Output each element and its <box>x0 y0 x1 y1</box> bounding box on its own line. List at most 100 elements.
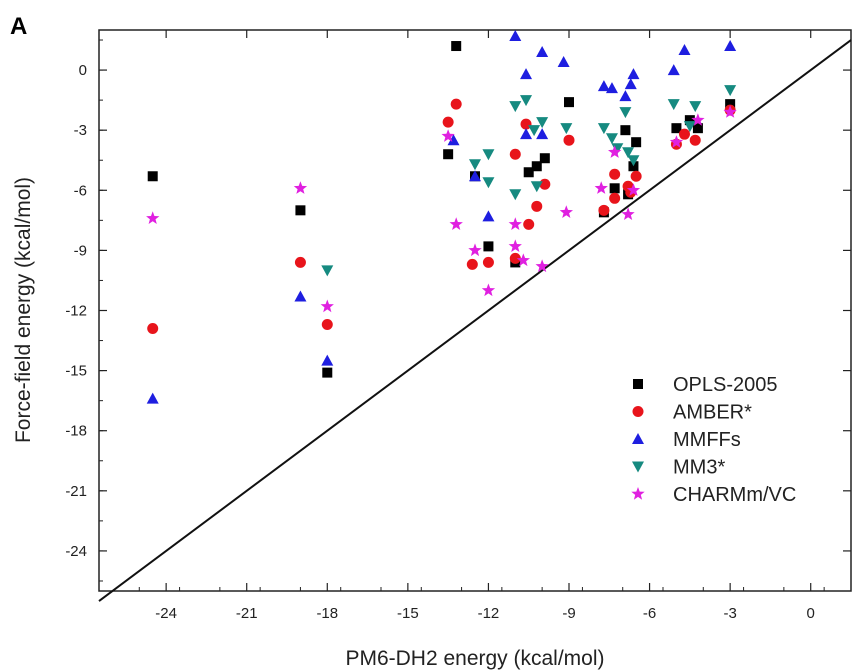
point-mmffs <box>597 80 610 92</box>
legend-label-charmm-vc: CHARMm/VC <box>673 484 796 506</box>
legend-marker-mm3 <box>632 461 644 473</box>
point-mmffs <box>321 354 334 366</box>
legend-label-mmffs: MMFFs <box>673 429 741 451</box>
point-mm3 <box>536 117 549 129</box>
point-mmffs <box>482 210 495 222</box>
diagonal-line-layer <box>98 39 852 602</box>
point-mm3 <box>469 159 481 171</box>
point-amber <box>609 192 621 204</box>
point-amber <box>147 323 159 335</box>
x-tick-label: -6 <box>643 605 656 622</box>
point-mmffs <box>619 90 632 102</box>
point-mm3 <box>560 123 573 135</box>
point-opls-2005 <box>147 171 158 182</box>
point-charmm-vc <box>535 259 549 273</box>
point-amber <box>466 258 478 270</box>
point-charmm-vc <box>320 299 334 313</box>
point-amber <box>294 256 306 268</box>
point-opls-2005 <box>483 241 494 252</box>
x-tick-label: 0 <box>807 605 815 622</box>
y-tick-label: -15 <box>65 363 87 380</box>
point-opls-2005 <box>692 123 703 134</box>
point-amber <box>442 116 454 128</box>
legend-label-amber: AMBER* <box>673 402 752 424</box>
axis-ticks: -24 -21 -18 -15 -12 -9 -6 -3 0 0 -3 -6 -9 -12 -15 -18 -2… <box>65 30 851 622</box>
point-opls-2005 <box>609 183 620 194</box>
point-charmm-vc <box>468 243 482 257</box>
point-opls-2005 <box>322 367 333 378</box>
point-amber <box>678 128 690 140</box>
point-mmffs <box>447 134 460 146</box>
legend-marker-opls-2005 <box>633 379 643 389</box>
point-mm3 <box>530 181 543 193</box>
point-charmm-vc <box>293 181 308 194</box>
point-mmffs <box>678 44 691 56</box>
data-points <box>146 30 737 404</box>
point-amber <box>482 256 494 268</box>
point-amber <box>509 252 521 264</box>
point-opls-2005 <box>451 41 462 52</box>
diagonal-reference-line <box>98 39 852 602</box>
point-charmm-vc <box>669 135 684 148</box>
plot-frame <box>98 29 852 592</box>
point-mm3 <box>482 177 495 189</box>
point-amber <box>689 134 701 146</box>
point-opls-2005 <box>620 125 631 136</box>
point-opls-2005 <box>564 97 574 108</box>
point-opls-2005 <box>523 167 534 178</box>
point-charmm-vc <box>608 145 622 158</box>
point-charmm-vc <box>481 283 496 297</box>
panel-letter: A <box>10 13 27 40</box>
point-amber <box>450 98 462 110</box>
point-mm3 <box>605 133 618 145</box>
legend-marker-charmm-vc <box>631 487 645 500</box>
x-tick-label: -9 <box>562 605 575 622</box>
point-opls-2005 <box>443 149 454 160</box>
x-tick-label: -18 <box>316 605 338 622</box>
point-mm3 <box>627 155 640 167</box>
point-mmffs <box>509 30 522 42</box>
point-charmm-vc <box>449 217 463 230</box>
x-tick-label: -21 <box>236 605 258 622</box>
y-tick-label: -12 <box>65 303 87 320</box>
y-tick-label: -21 <box>65 483 87 500</box>
point-opls-2005 <box>725 99 736 110</box>
point-mm3 <box>667 99 680 111</box>
point-amber <box>321 319 333 331</box>
y-tick-label: -9 <box>74 242 87 259</box>
y-tick-label: -24 <box>65 543 87 560</box>
point-mm3 <box>597 123 610 135</box>
x-tick-label: -3 <box>723 605 736 622</box>
point-mmffs <box>469 170 481 182</box>
point-mmffs <box>294 290 307 302</box>
point-mm3 <box>622 147 635 159</box>
point-opls-2005 <box>539 153 550 164</box>
point-mmffs <box>627 68 640 80</box>
point-mm3 <box>482 149 495 161</box>
point-opls-2005 <box>628 161 639 172</box>
legend-marker-mmffs <box>632 433 644 444</box>
point-mmffs <box>557 56 570 68</box>
point-charmm-vc <box>626 183 641 196</box>
point-mm3 <box>509 189 522 201</box>
point-mmffs <box>536 128 549 140</box>
point-charmm-vc <box>723 105 737 118</box>
point-amber <box>609 168 621 180</box>
point-mm3 <box>528 125 541 137</box>
point-mm3 <box>724 85 737 97</box>
y-tick-label: -3 <box>74 122 87 139</box>
point-mmffs <box>146 392 159 404</box>
point-mmffs <box>667 64 680 76</box>
point-mm3 <box>520 95 533 107</box>
y-tick-label: 0 <box>79 62 87 79</box>
y-tick-label: -18 <box>65 423 87 440</box>
point-mm3 <box>509 101 522 113</box>
x-tick-label: -24 <box>155 605 177 622</box>
legend: OPLS-2005 AMBER* MMFFs MM3* CHARMm/VC <box>631 374 796 506</box>
point-charmm-vc <box>441 129 455 142</box>
point-amber <box>523 218 535 230</box>
point-mm3 <box>683 121 696 133</box>
point-mm3 <box>619 107 632 119</box>
x-tick-label: -15 <box>397 605 419 622</box>
